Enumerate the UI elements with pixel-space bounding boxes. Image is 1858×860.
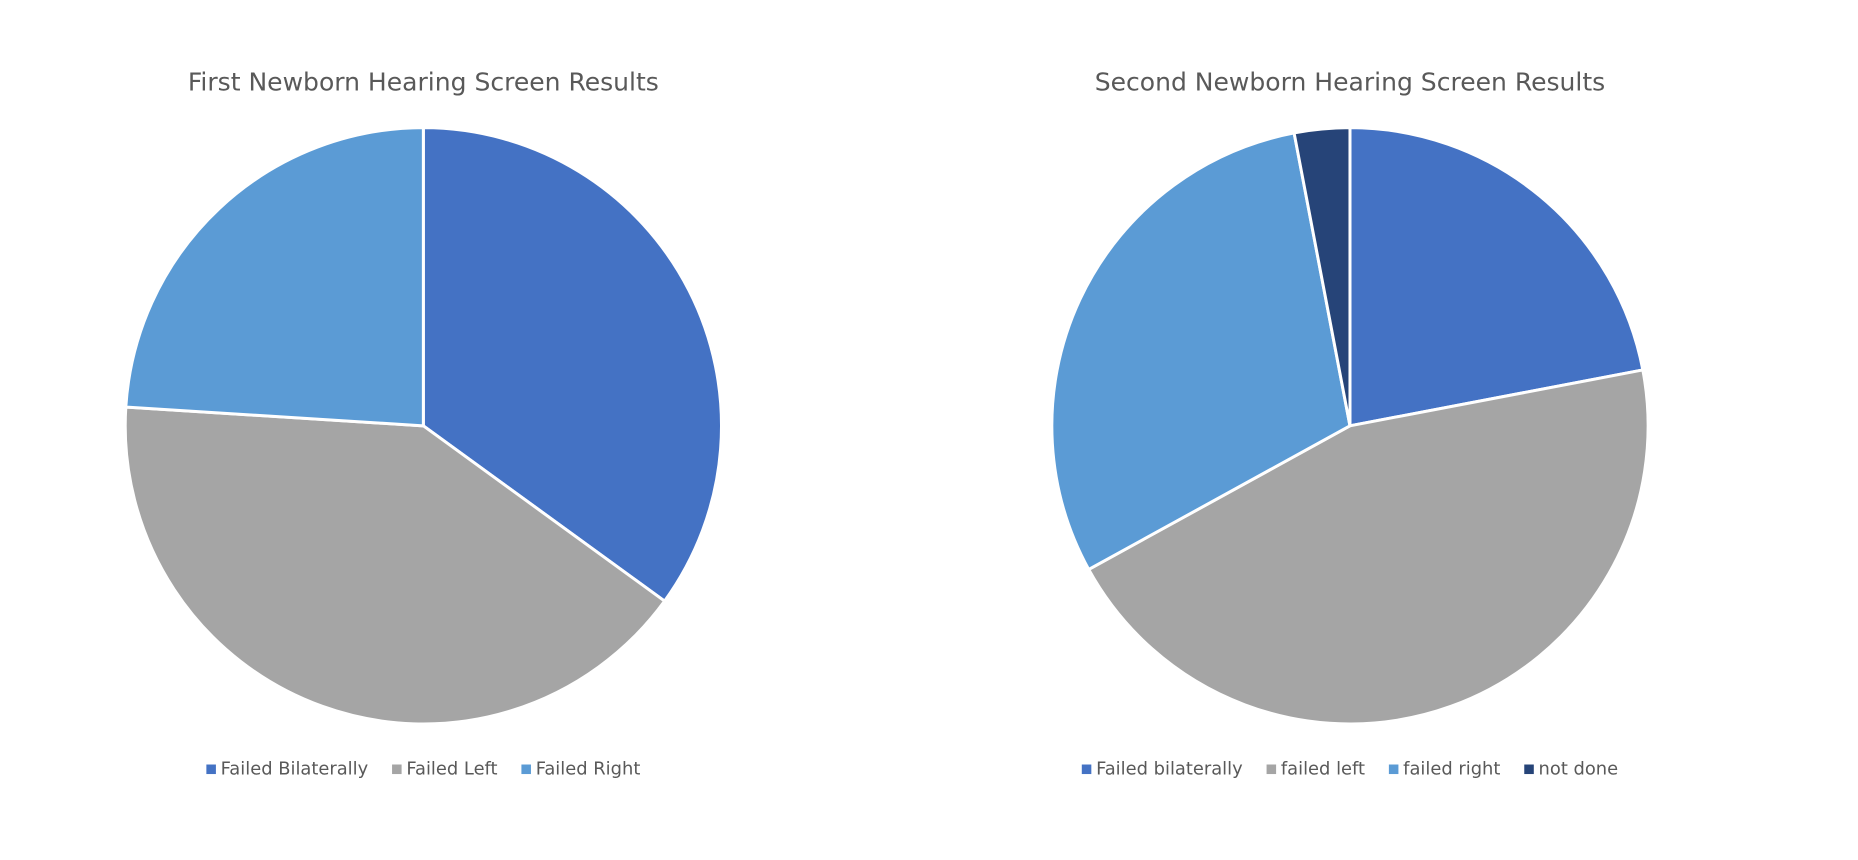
pie-slice — [1086, 368, 1650, 726]
legend-label: Failed Right — [536, 758, 641, 779]
legend-swatch — [206, 764, 216, 775]
pie-slice — [421, 126, 723, 604]
legend-swatch — [1388, 764, 1399, 775]
pie-slice — [1348, 126, 1645, 428]
legend-label: not done — [1539, 758, 1619, 779]
pie-slice — [123, 405, 667, 726]
legend-label: Failed bilaterally — [1096, 758, 1243, 779]
pie-slice — [124, 126, 425, 428]
legend-label: failed right — [1403, 758, 1500, 779]
legend-swatch — [1524, 764, 1534, 775]
chart-title: Second Newborn Hearing Screen Results — [1095, 68, 1605, 97]
legend-swatch — [521, 764, 531, 775]
legend-label: Failed Left — [406, 758, 497, 779]
legend-swatch — [1266, 764, 1277, 775]
legend-label: failed left — [1281, 758, 1365, 779]
pie-slice — [1292, 126, 1352, 427]
legend-swatch — [392, 764, 402, 775]
pie-slice — [1050, 131, 1352, 572]
legend-swatch — [1081, 764, 1092, 775]
chart-title: First Newborn Hearing Screen Results — [188, 68, 659, 97]
legend: Failed Bilaterally Failed Left Failed Righ… — [206, 758, 640, 779]
legend: Failed bilaterally failed left failed righ… — [1081, 758, 1619, 779]
legend-label: Failed Bilaterally — [221, 758, 369, 779]
